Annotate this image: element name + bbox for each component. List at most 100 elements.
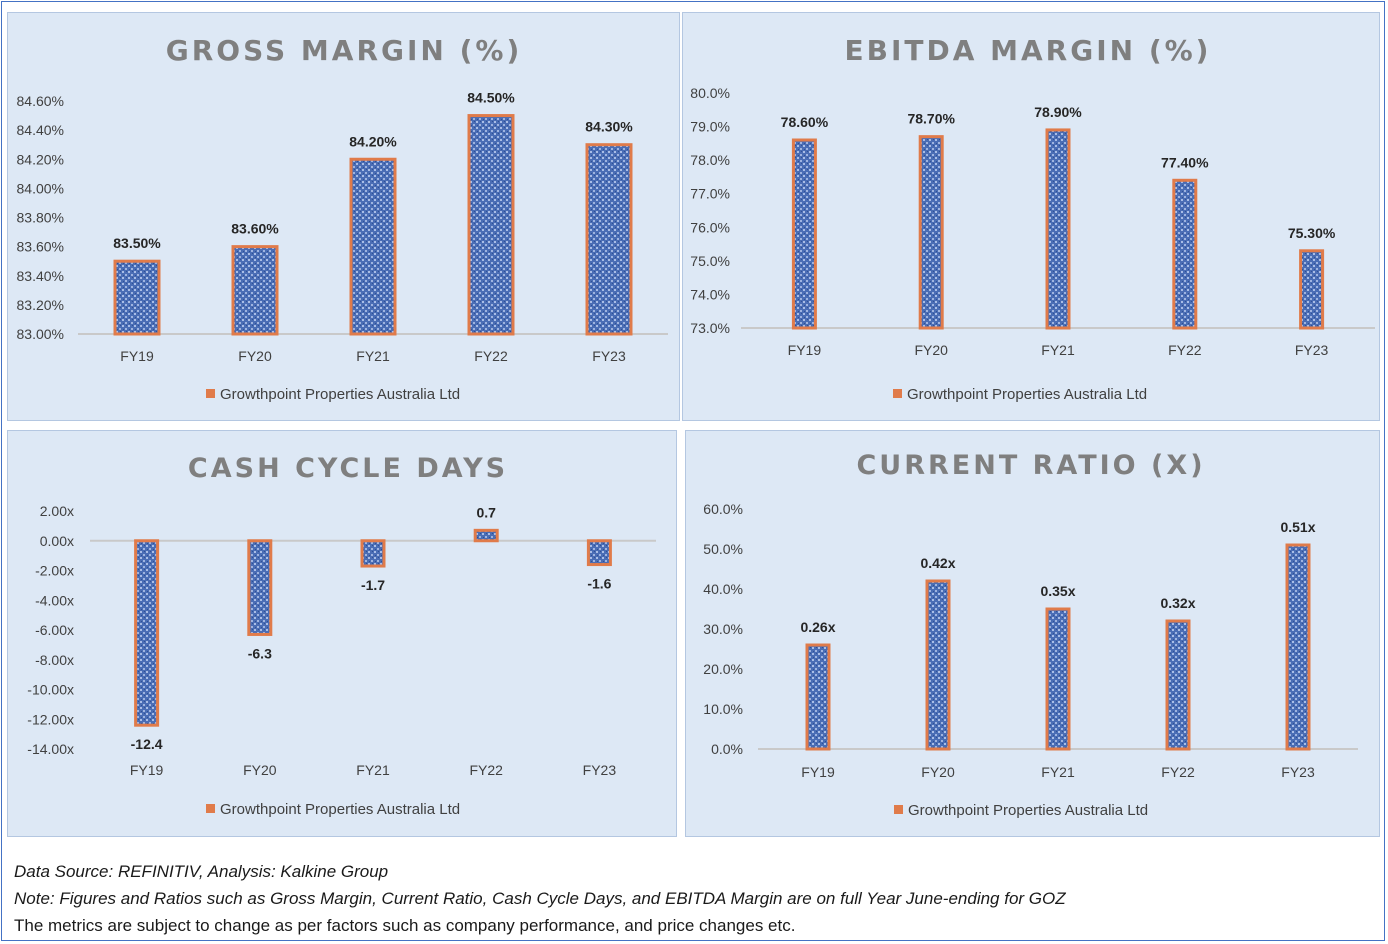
legend-swatch — [206, 389, 215, 398]
y-tick-label: -14.00x — [27, 741, 74, 757]
bar-fy22 — [1165, 619, 1191, 751]
category-label-fy23: FY23 — [592, 348, 626, 364]
gross-margin-svg: GROSS MARGIN (%) 83.00% 83.20% 83.40% 83.60%… — [17, 34, 668, 403]
bar-fy22 — [467, 114, 515, 336]
y-tick-label: 73.0% — [690, 320, 730, 336]
category-label-fy19: FY19 — [130, 762, 164, 778]
y-tick-label: 83.00% — [17, 326, 64, 342]
legend-label: Growthpoint Properties Australia Ltd — [908, 802, 1148, 819]
y-tick-label: 84.40% — [17, 122, 64, 138]
data-label-fy23: 84.30% — [585, 119, 633, 135]
y-tick-label: -10.00x — [27, 682, 74, 698]
data-label-fy20: -6.3 — [248, 645, 272, 661]
data-label-fy22: 84.50% — [467, 90, 515, 106]
bar-fy20 — [925, 579, 951, 751]
y-tick-label: 84.20% — [17, 151, 64, 167]
disclaimer-note: The metrics are subject to change as per… — [14, 916, 796, 935]
category-label-fy20: FY20 — [243, 762, 277, 778]
y-tick-label: 77.0% — [690, 186, 730, 202]
category-label-fy23: FY23 — [1295, 342, 1329, 358]
y-tick-label: 0.0% — [711, 741, 743, 757]
y-tick-label: 83.60% — [17, 239, 64, 255]
current-ratio-chart: CURRENT RATIO (X) 0.0% 10.0% 20.0% 30.0% 40.0… — [685, 430, 1380, 837]
y-tick-label: 60.0% — [703, 501, 743, 517]
ebitda-margin-svg: EBITDA MARGIN (%) 73.0% 74.0% 75.0% 76.0% 77.… — [690, 34, 1375, 403]
bar-fy22 — [473, 528, 499, 543]
bar-fy19 — [113, 259, 161, 336]
category-label-fy23: FY23 — [1281, 764, 1315, 780]
data-label-fy22: 0.7 — [476, 504, 496, 520]
y-tick-label: 40.0% — [703, 581, 743, 597]
y-tick-label: 75.0% — [690, 253, 730, 269]
bar-fy22 — [1172, 178, 1198, 330]
y-tick-label: -4.00x — [35, 592, 74, 608]
data-label-fy23: -1.6 — [587, 576, 611, 592]
legend-swatch — [894, 805, 903, 814]
current-ratio-svg: CURRENT RATIO (X) 0.0% 10.0% 20.0% 30.0% 40.0… — [703, 450, 1358, 819]
category-label-fy22: FY22 — [474, 348, 508, 364]
category-label-fy19: FY19 — [120, 348, 154, 364]
legend-label: Growthpoint Properties Australia Ltd — [220, 801, 460, 818]
data-label-fy21: 84.20% — [349, 133, 397, 149]
y-tick-label: 30.0% — [703, 621, 743, 637]
methodology-note: Note: Figures and Ratios such as Gross M… — [14, 889, 1066, 908]
cash-cycle-days-chart: CASH CYCLE DAYS -14.00x -12.00x -10.00x -8.0… — [7, 430, 677, 837]
legend-swatch — [206, 804, 215, 813]
bar-fy21 — [360, 539, 386, 568]
notes-block: Data Source: REFINITIV, Analysis: Kalkin… — [14, 858, 1374, 939]
cash-cycle-days-svg: CASH CYCLE DAYS -14.00x -12.00x -10.00x -8.0… — [27, 453, 656, 818]
data-label-fy20: 0.42x — [920, 555, 955, 571]
gross-margin-chart: GROSS MARGIN (%) 83.00% 83.20% 83.40% 83.60%… — [7, 12, 680, 421]
bar-fy23 — [1285, 543, 1311, 751]
data-label-fy19: 83.50% — [113, 235, 161, 251]
y-tick-label: 78.0% — [690, 152, 730, 168]
data-label-fy19: 0.26x — [800, 619, 835, 635]
data-label-fy21: 0.35x — [1040, 583, 1075, 599]
category-label-fy23: FY23 — [583, 762, 617, 778]
category-label-fy22: FY22 — [1161, 764, 1195, 780]
y-tick-label: -2.00x — [35, 563, 74, 579]
category-label-fy22: FY22 — [1168, 342, 1202, 358]
bar-fy20 — [918, 135, 944, 330]
chart-title: EBITDA MARGIN (%) — [845, 34, 1212, 67]
y-tick-label: 79.0% — [690, 119, 730, 135]
y-tick-label: -6.00x — [35, 622, 74, 638]
y-tick-label: 76.0% — [690, 219, 730, 235]
y-tick-label: 84.60% — [17, 93, 64, 109]
bar-fy20 — [247, 539, 273, 636]
bar-fy21 — [349, 157, 397, 336]
y-tick-label: 83.80% — [17, 210, 64, 226]
category-label-fy20: FY20 — [914, 342, 948, 358]
bar-fy20 — [231, 245, 279, 336]
bar-fy23 — [1299, 249, 1325, 330]
category-label-fy21: FY21 — [356, 762, 390, 778]
category-label-fy21: FY21 — [1041, 342, 1075, 358]
y-tick-label: 80.0% — [690, 85, 730, 101]
category-label-fy21: FY21 — [1041, 764, 1075, 780]
data-label-fy21: -1.7 — [361, 577, 385, 593]
category-label-fy21: FY21 — [356, 348, 390, 364]
data-label-fy22: 77.40% — [1161, 154, 1209, 170]
category-label-fy19: FY19 — [788, 342, 822, 358]
bar-fy19 — [805, 643, 831, 751]
data-label-fy21: 78.90% — [1034, 104, 1082, 120]
chart-title: CURRENT RATIO (X) — [856, 450, 1205, 481]
y-tick-label: 20.0% — [703, 661, 743, 677]
y-tick-label: 83.20% — [17, 297, 64, 313]
y-tick-label: 10.0% — [703, 701, 743, 717]
ebitda-margin-chart: EBITDA MARGIN (%) 73.0% 74.0% 75.0% 76.0% 77.… — [682, 12, 1380, 421]
category-label-fy22: FY22 — [469, 762, 503, 778]
bar-fy19 — [791, 138, 817, 330]
data-label-fy23: 0.51x — [1280, 519, 1315, 535]
category-label-fy20: FY20 — [238, 348, 272, 364]
category-label-fy19: FY19 — [801, 764, 835, 780]
data-source-note: Data Source: REFINITIV, Analysis: Kalkin… — [14, 862, 389, 881]
bar-fy23 — [586, 539, 612, 567]
chart-title: GROSS MARGIN (%) — [166, 34, 523, 67]
y-tick-label: -12.00x — [27, 711, 74, 727]
data-label-fy19: 78.60% — [781, 114, 829, 130]
y-tick-label: 83.40% — [17, 268, 64, 284]
y-tick-label: -8.00x — [35, 652, 74, 668]
bar-fy21 — [1045, 607, 1071, 751]
